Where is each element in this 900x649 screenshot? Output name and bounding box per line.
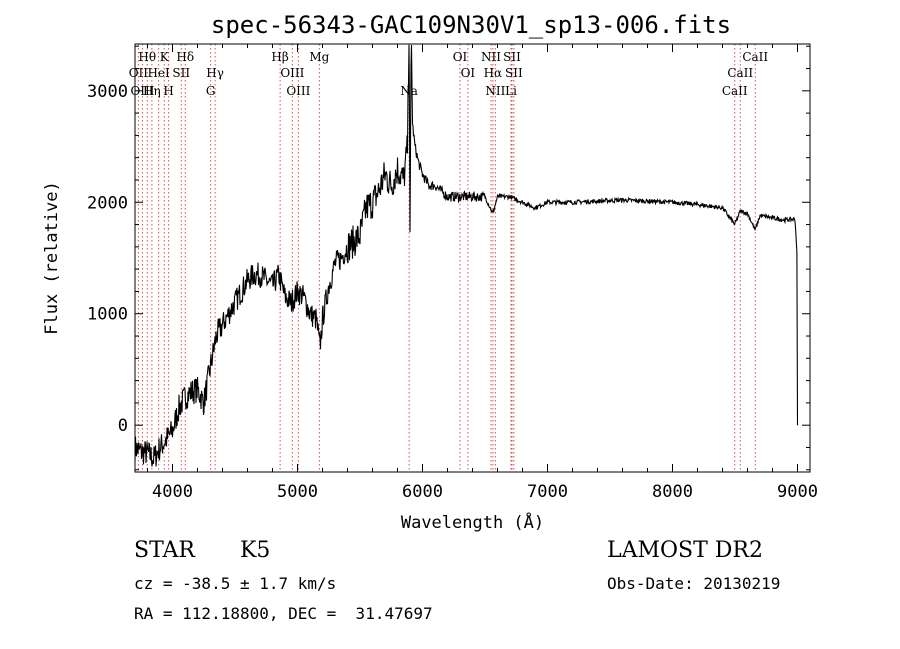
x-tick-label: 8000 [652,482,693,502]
y-tick-label: 3000 [87,82,128,102]
spectral-line-label: CaII [722,84,748,98]
spectral-line-label: Mg [309,50,329,64]
x-axis-label: Wavelength (Å) [401,511,544,533]
spectral-line-label: OI [461,66,476,80]
y-axis-label: Flux (relative) [42,181,62,335]
y-tick-label: 2000 [87,193,128,213]
spectral-line-label: H [163,84,173,98]
y-axis-ticks: 0 1000 2000 3000 [87,45,810,471]
spectral-line-label: CaII [742,50,768,64]
spectral-line-label: SII [503,50,521,64]
x-tick-label: 7000 [527,482,568,502]
spectral-line-label: HeI [147,66,170,80]
observation-date: Obs-Date: 20130219 [607,574,781,593]
spectral-line-label: Li [505,84,517,98]
plot-frame [134,43,811,473]
y-tick-label: 0 [118,416,128,436]
spectral-line-label: G [206,84,216,98]
spectral-line-label: Hα [484,66,503,80]
spectral-line-label: OIII [286,84,310,98]
spectral-line-label: NII [485,84,505,98]
spectral-line-label: K [160,50,170,64]
survey-name: LAMOST DR2 [607,538,763,563]
spectral-line-label: SII [172,66,190,80]
y-tick-label: 1000 [87,305,128,325]
spectral-line-label: Hθ [138,50,156,64]
spectral-line-label: SII [505,66,523,80]
spectral-line-label: Hη [143,84,161,98]
spectrum-series-line [134,44,799,467]
spectral-line-label: Hγ [206,66,224,80]
spectral-line-label: Hδ [176,50,194,64]
x-tick-label: 5000 [277,482,318,502]
radial-velocity: cz = -38.5 ± 1.7 km/s [134,574,337,593]
spectral-line-label: OIII [280,66,304,80]
spectral-line-label: OII [129,66,149,80]
spectral-line-label: NII [481,50,501,64]
spectral-line-label: CaII [727,66,753,80]
spectral-line-markers [137,44,756,472]
x-tick-label: 9000 [777,482,818,502]
x-tick-label: 6000 [402,482,443,502]
x-axis-ticks: 4000 5000 6000 7000 8000 9000 [147,44,818,502]
object-subclass: K5 [240,538,271,563]
spectral-line-label: Hβ [271,50,288,64]
spectral-line-label: OI [453,50,468,64]
x-tick-label: 4000 [152,482,193,502]
sky-coordinates: RA = 112.18800, DEC = 31.47697 [134,604,433,623]
object-class: STAR [134,538,195,563]
chart-title: spec-56343-GAC109N30V1_sp13-006.fits [211,11,731,39]
